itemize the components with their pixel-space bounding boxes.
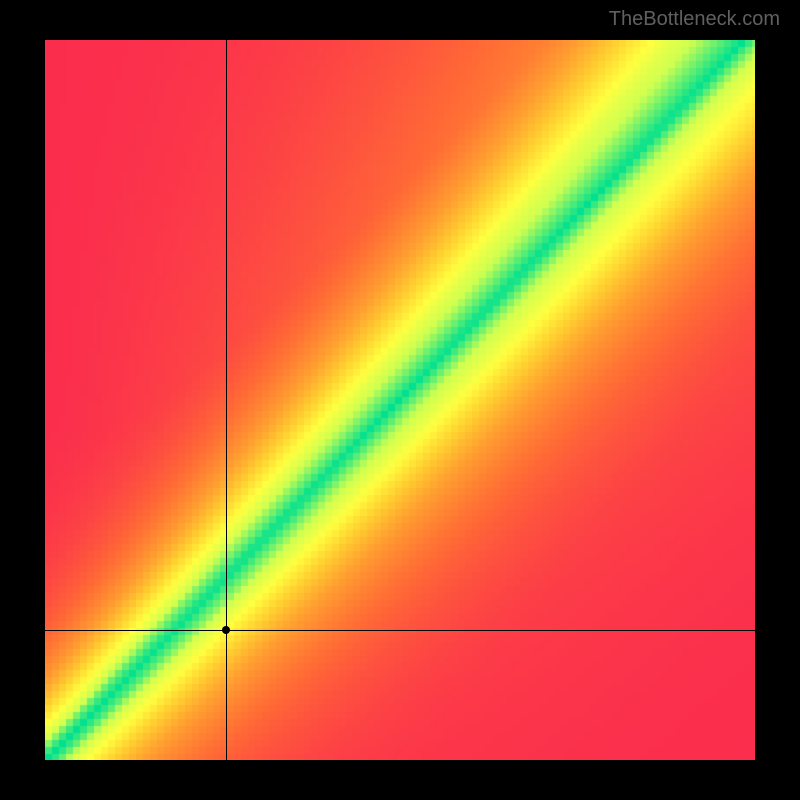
watermark-text: TheBottleneck.com bbox=[609, 8, 780, 31]
crosshair-horizontal bbox=[45, 630, 755, 631]
heatmap-chart bbox=[45, 40, 755, 760]
heatmap-canvas bbox=[45, 40, 755, 760]
crosshair-vertical bbox=[226, 40, 227, 760]
marker-point bbox=[222, 626, 230, 634]
